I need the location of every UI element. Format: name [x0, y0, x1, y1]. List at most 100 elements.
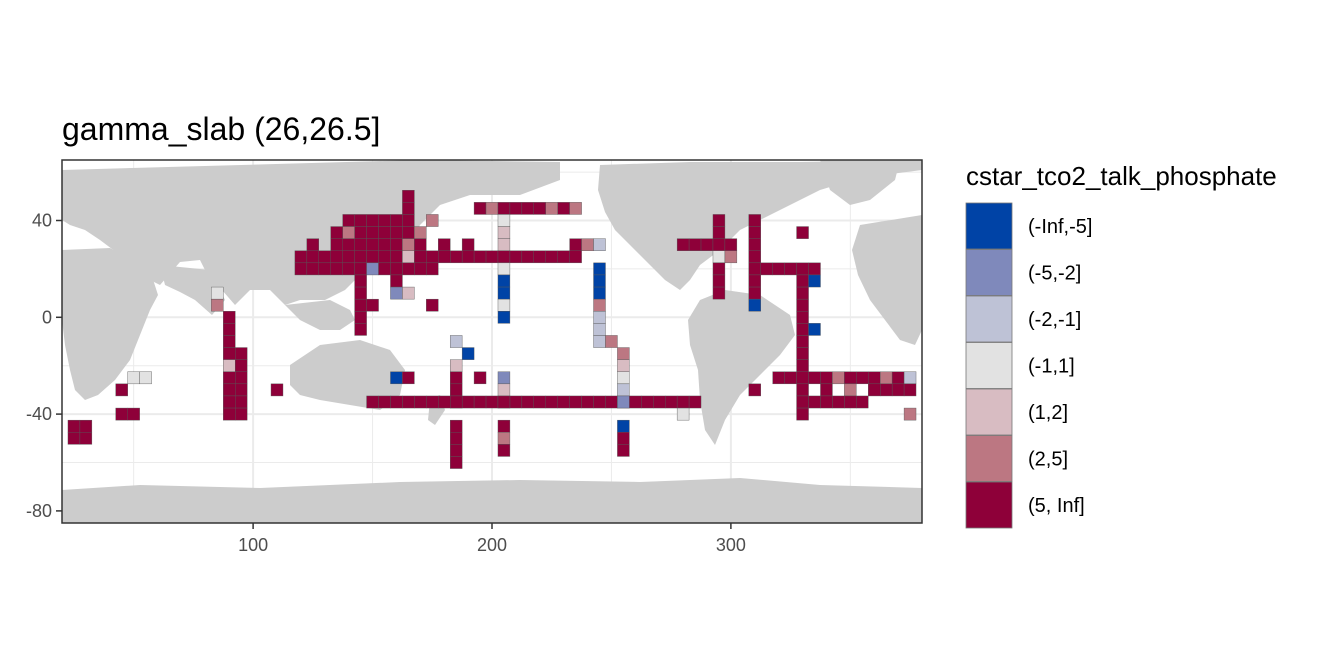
- data-cell: [354, 274, 367, 288]
- data-cell: [378, 250, 391, 264]
- data-cell: [473, 250, 487, 264]
- data-cell: [67, 419, 81, 433]
- data-cell: [426, 250, 439, 264]
- data-cell: [390, 395, 403, 409]
- data-cell: [497, 262, 511, 276]
- data-cell: [903, 371, 917, 385]
- data-cell: [223, 407, 236, 421]
- data-cell: [796, 226, 809, 239]
- data-cell: [820, 395, 833, 409]
- data-cell: [593, 395, 606, 409]
- data-cell: [402, 238, 415, 251]
- data-cell: [796, 323, 809, 336]
- data-cell: [342, 238, 355, 251]
- data-cell: [211, 298, 224, 312]
- data-cell: [438, 250, 451, 264]
- legend-label: (-2,-1]: [1028, 309, 1081, 331]
- data-cell: [796, 274, 809, 288]
- data-cell: [402, 202, 415, 215]
- data-cell: [832, 371, 845, 385]
- data-cell: [461, 238, 475, 251]
- data-cell: [808, 274, 821, 288]
- data-cell: [378, 238, 391, 251]
- data-cell: [903, 407, 917, 421]
- data-cell: [497, 298, 511, 312]
- data-cell: [569, 202, 582, 215]
- data-cell: [748, 286, 761, 300]
- data-cell: [808, 323, 821, 336]
- data-cell: [473, 395, 487, 409]
- data-cell: [414, 262, 427, 276]
- data-cell: [641, 395, 654, 409]
- data-cell: [593, 274, 606, 288]
- data-cell: [366, 214, 379, 227]
- y-tick-label: 0: [42, 307, 52, 327]
- y-tick-label: -80: [26, 501, 52, 521]
- data-cell: [497, 214, 511, 227]
- data-cell: [712, 238, 726, 251]
- data-cell: [593, 238, 606, 251]
- data-cell: [366, 238, 379, 251]
- data-cell: [712, 250, 726, 264]
- data-cell: [844, 383, 857, 397]
- data-cell: [330, 238, 343, 251]
- data-cell: [414, 238, 427, 251]
- data-cell: [115, 383, 128, 397]
- legend-label: (-1,1]: [1028, 356, 1075, 378]
- data-cell: [330, 226, 343, 239]
- data-cell: [366, 298, 379, 312]
- data-cell: [497, 444, 511, 457]
- data-cell: [593, 335, 606, 348]
- legend: cstar_tco2_talk_phosphate (-Inf,-5] (-5,-…: [965, 161, 1277, 529]
- data-cell: [354, 250, 367, 264]
- data-cell: [318, 262, 331, 276]
- data-cell: [390, 274, 403, 288]
- data-cell: [796, 311, 809, 324]
- chart-title: gamma_slab (26,26.5]: [62, 111, 380, 147]
- y-tick-label: 40: [32, 211, 52, 231]
- data-cell: [569, 250, 582, 264]
- data-cell: [115, 407, 128, 421]
- data-cell: [879, 371, 893, 385]
- data-cell: [342, 214, 355, 227]
- data-cell: [306, 262, 320, 276]
- data-cell: [700, 238, 714, 251]
- data-cell: [234, 347, 248, 360]
- legend-title: cstar_tco2_talk_phosphate: [966, 161, 1277, 191]
- data-cell: [772, 371, 785, 385]
- data-cell: [820, 383, 833, 397]
- data-cell: [796, 262, 809, 276]
- data-cell: [461, 250, 475, 264]
- data-cell: [223, 383, 236, 397]
- data-cell: [330, 262, 343, 276]
- data-cell: [856, 371, 869, 385]
- data-cell: [390, 262, 403, 276]
- data-cell: [485, 250, 499, 264]
- data-cell: [378, 395, 391, 409]
- land-australia: [290, 340, 405, 410]
- data-cell: [234, 395, 248, 409]
- data-cell: [748, 226, 761, 239]
- data-cell: [557, 202, 570, 215]
- data-cell: [390, 371, 403, 385]
- data-cell: [617, 432, 630, 445]
- data-cell: [366, 262, 379, 276]
- data-cell: [342, 262, 355, 276]
- data-cell: [414, 250, 427, 264]
- data-cell: [354, 298, 367, 312]
- x-axis: 100 200 300: [238, 535, 746, 555]
- data-cell: [366, 395, 379, 409]
- data-cell: [79, 432, 93, 445]
- data-cell: [414, 395, 427, 409]
- data-cell: [868, 383, 881, 397]
- data-cell: [748, 238, 761, 251]
- data-cell: [294, 262, 308, 276]
- data-cell: [234, 371, 248, 385]
- data-cell: [796, 335, 809, 348]
- data-cell: [402, 371, 415, 385]
- data-cell: [617, 395, 630, 409]
- data-cell: [354, 238, 367, 251]
- data-cell: [497, 311, 511, 324]
- data-cell: [533, 202, 546, 215]
- data-cell: [402, 395, 415, 409]
